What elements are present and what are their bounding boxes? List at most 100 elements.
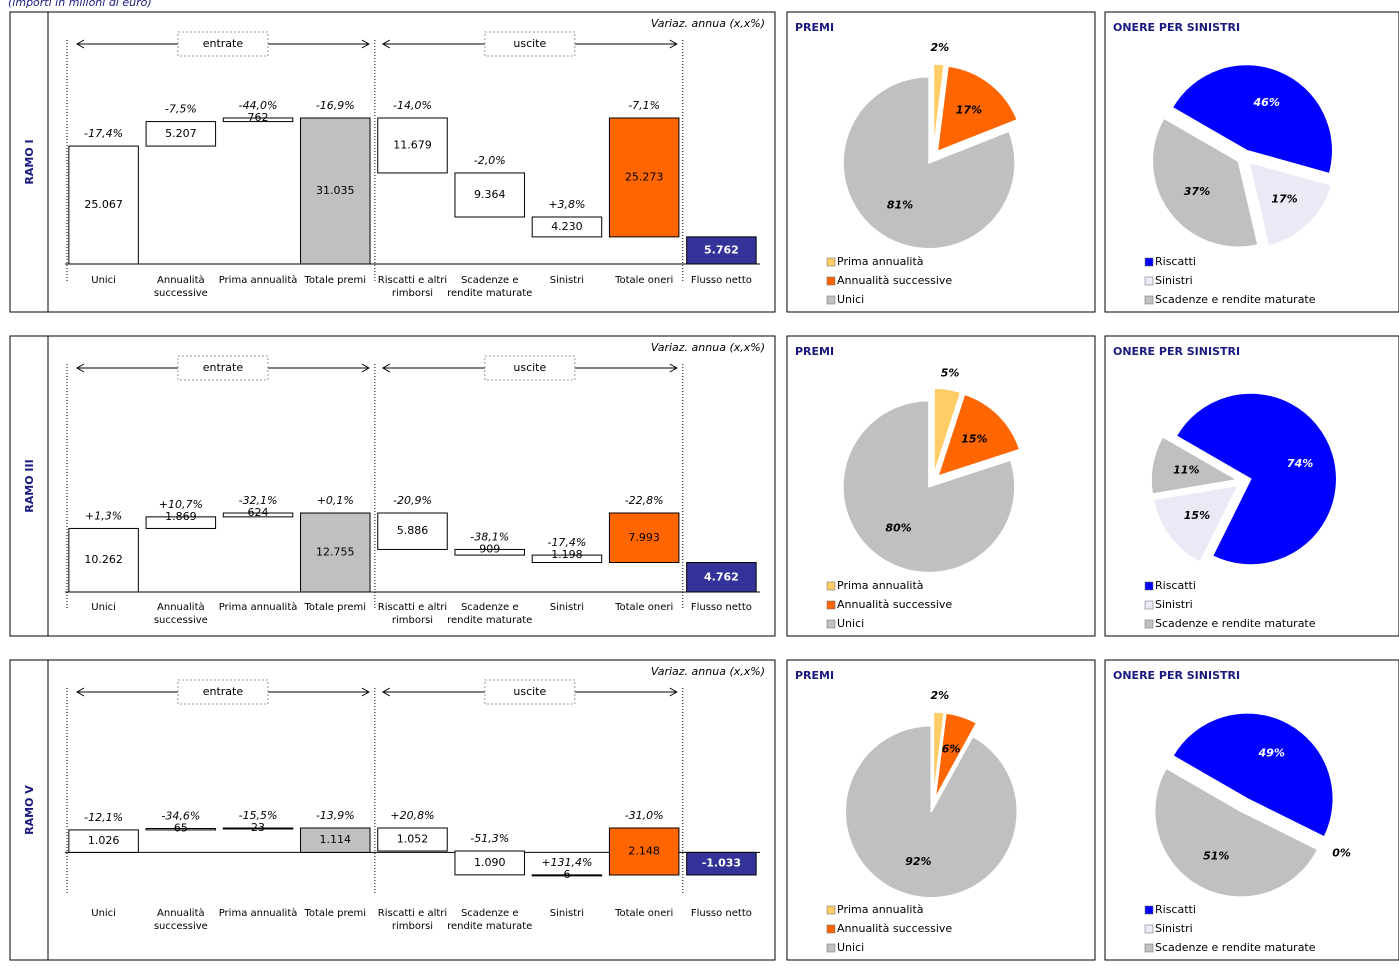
x-tick-label-box: Totale oneri	[615, 275, 673, 286]
value-label: 6	[563, 868, 570, 881]
change-label: -13,9%	[316, 809, 355, 822]
slice-label: 80%	[885, 521, 911, 534]
change-label: +0,1%	[317, 494, 354, 507]
group-label: entrate	[203, 37, 244, 50]
bar	[377, 512, 448, 550]
arrow-head	[75, 363, 370, 373]
x-tick-label-box: Scadenze e rendite maturate	[447, 602, 532, 626]
x-tick-label-box: Flusso netto	[691, 275, 752, 286]
slice-label: 37%	[1184, 185, 1210, 198]
value-label: 4.762	[704, 570, 739, 583]
bar	[300, 117, 371, 265]
slice-label: 0%	[1332, 846, 1351, 859]
pie-slice	[1150, 435, 1240, 495]
x-tick-label-box: Totale premi	[304, 275, 366, 286]
panel	[9, 659, 776, 961]
group-box	[484, 355, 576, 381]
value-label: 10.262	[84, 553, 123, 566]
x-tick-label: Scadenze e rendite maturate	[447, 908, 533, 932]
x-tick-label: Annualità successive	[153, 275, 208, 299]
bar	[68, 145, 139, 265]
x-tick-label: Totale premi	[304, 602, 367, 613]
legend-swatch	[826, 295, 836, 305]
slice-label: 15%	[1184, 509, 1210, 522]
group-label: uscite	[513, 361, 546, 374]
chart-title: PREMI	[795, 345, 834, 358]
value-label: 1.114	[320, 833, 352, 846]
pie-slice	[1153, 767, 1319, 898]
group-box	[177, 355, 269, 381]
group-box	[177, 679, 269, 705]
x-tick-label: Unici	[91, 275, 116, 286]
legend-swatch	[1144, 257, 1154, 267]
bar	[377, 117, 448, 174]
slice-label: 11%	[1173, 464, 1199, 477]
x-tick-label-box: Sinistri	[550, 908, 584, 919]
legend-swatch	[1144, 943, 1154, 953]
bar	[531, 874, 603, 877]
group-box	[484, 31, 576, 57]
change-label: -32,1%	[239, 494, 278, 507]
change-label: -15,5%	[239, 809, 278, 822]
slice-label: 51%	[1203, 850, 1229, 863]
bar	[608, 512, 680, 564]
slice-label: 92%	[905, 855, 931, 868]
legend-label: Scadenze e rendite maturate	[1155, 293, 1316, 306]
pie-slice	[936, 65, 1019, 153]
value-label: 909	[479, 542, 500, 555]
annotation: Variaz. annua (x,x%)	[651, 17, 765, 30]
change-label: +20,8%	[390, 809, 434, 822]
row-label: RAMO III	[23, 459, 36, 512]
legend-swatch	[1144, 924, 1154, 934]
bar	[145, 121, 217, 147]
value-label: 9.364	[474, 188, 506, 201]
legend-label: Scadenze e rendite maturate	[1155, 617, 1316, 630]
panel	[1104, 11, 1399, 313]
x-tick-label: Scadenze e rendite maturate	[447, 275, 533, 299]
change-label: -51,3%	[470, 832, 509, 845]
arrow-head	[75, 687, 370, 697]
panel	[1104, 659, 1399, 961]
change-label: -12,1%	[84, 811, 123, 824]
change-label: -17,4%	[84, 127, 123, 140]
x-tick-label: Totale premi	[304, 908, 367, 919]
legend-label: Unici	[837, 293, 864, 306]
value-label: 4.230	[551, 220, 583, 233]
bar	[454, 548, 525, 556]
chart-title: PREMI	[795, 669, 834, 682]
x-tick-label-box: Sinistri	[550, 275, 584, 286]
x-tick-label: Prima annualità	[218, 275, 298, 286]
legend-label: Riscatti	[1155, 903, 1196, 916]
legend-swatch	[1144, 295, 1154, 305]
bar	[454, 172, 525, 218]
chart-title: ONERE PER SINISTRI	[1113, 669, 1240, 682]
x-tick-label: Unici	[91, 602, 116, 613]
chart-title: ONERE PER SINISTRI	[1113, 21, 1240, 34]
change-label: -44,0%	[239, 99, 278, 112]
x-tick-label-box: Totale oneri	[615, 908, 673, 919]
legend-label: Annualità successive	[837, 274, 952, 287]
bar	[300, 827, 371, 853]
slice-label: 15%	[961, 433, 987, 446]
bar	[222, 117, 294, 123]
slice-label: 17%	[956, 104, 982, 117]
value-label: 25.067	[84, 198, 123, 211]
legend-swatch	[826, 924, 836, 934]
value-label: 1.090	[474, 856, 506, 869]
value-label: 25.273	[625, 170, 664, 183]
change-label: -31,0%	[625, 809, 664, 822]
pie-slice	[932, 711, 946, 799]
legend-label: Unici	[837, 941, 864, 954]
x-tick-label-box: Unici	[91, 908, 116, 919]
arrow-head	[381, 687, 678, 697]
legend-label: Sinistri	[1155, 598, 1193, 611]
row-label: RAMO I	[23, 139, 36, 184]
bar	[222, 512, 294, 518]
pie-slice	[932, 63, 946, 151]
x-tick-label: Flusso netto	[690, 908, 752, 919]
change-label: -7,5%	[165, 103, 197, 116]
x-tick-label: Prima annualità	[218, 908, 298, 919]
bar	[608, 117, 680, 238]
value-label: 5.762	[704, 243, 739, 256]
